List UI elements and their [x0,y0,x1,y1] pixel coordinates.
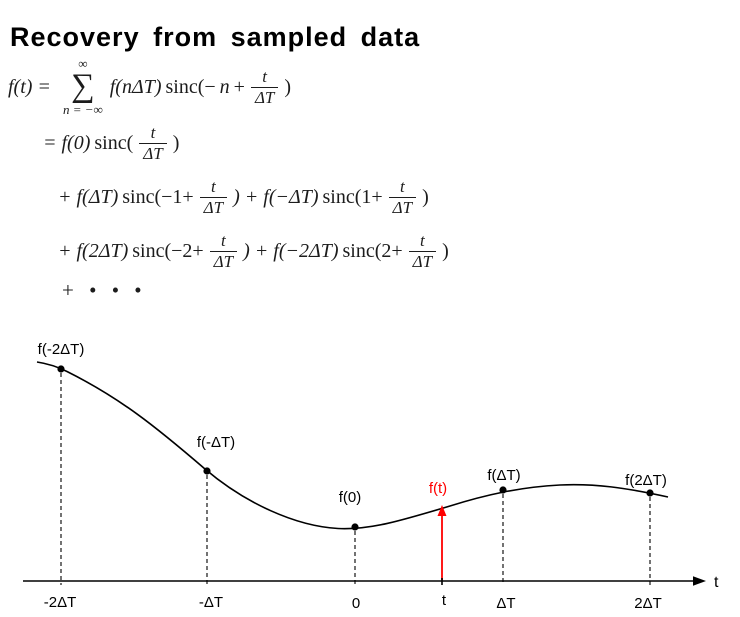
sample-point-minus2dt [57,365,65,373]
tick-dt: ΔT [496,595,515,612]
math-term: + f(2ΔT) [58,239,129,262]
numerator: t [221,230,226,250]
time-axis [23,576,706,586]
formula-line-3: + f(ΔT) sinc(−1+ t ΔT ) + f(−ΔT) sinc(1+… [58,172,429,222]
numerator: t [400,176,405,196]
math-sinc: sinc(2+ [342,239,403,262]
math-lhs: f(t) = [8,75,56,98]
formula-line-5: + • • • [62,278,142,302]
tick-zero: 0 [352,595,360,612]
sample-point-2dt [646,489,654,497]
dashed-droplines [60,373,651,585]
signal-curve [36,361,669,530]
math-term: = f(0) [43,131,91,154]
math-ellipsis: + • • • [62,277,142,302]
fraction: t ΔT [408,230,437,272]
numerator: t [262,66,268,86]
denominator: ΔT [199,196,228,218]
page-title: Recovery from sampled data [10,22,421,53]
sigma-icon: ∑ [71,68,95,105]
ft-arrowhead-icon [437,505,447,516]
label-f-t-red: f(t) [429,480,447,497]
axis-name-t: t [714,574,719,591]
tick-2dt: 2ΔT [634,595,662,612]
math-operator: + [233,75,245,98]
math-term: ) + f(−ΔT) [233,185,319,208]
label-f-minus2dt: f(-2ΔT) [38,341,85,358]
sample-points [57,365,654,531]
label-f-minusdt: f(-ΔT) [197,434,235,451]
axis-arrowhead-icon [693,576,706,586]
fraction: t ΔT [209,230,238,272]
math-sinc: sinc(−2+ [132,239,204,262]
math-var: n [219,75,230,98]
sample-point-dt [499,486,507,494]
fraction: t ΔT [250,66,279,108]
fraction: t ΔT [388,176,417,218]
math-close-paren: ) [422,185,429,208]
denominator: ΔT [209,250,238,272]
math-close-paren: ) [172,131,180,154]
math-close-paren: ) [442,239,449,262]
math-term: f(nΔT) [109,75,162,98]
formula-line-1: f(t) = ∞ ∑ n = −∞ f(nΔT) sinc(− n + t ΔT… [8,56,292,117]
math-sinc: sinc(− [165,75,216,98]
numerator: t [150,122,156,142]
sum-lower-limit: n = −∞ [62,101,103,117]
label-f-zero: f(0) [339,489,362,506]
math-term: ) + f(−2ΔT) [243,239,339,262]
tick-minusdt: -ΔT [199,594,223,611]
fraction: t ΔT [139,122,167,164]
formula-line-4: + f(2ΔT) sinc(−2+ t ΔT ) + f(−2ΔT) sinc(… [58,226,449,276]
sum-upper-limit: ∞ [78,56,88,72]
denominator: ΔT [408,250,437,272]
denominator: ΔT [388,196,417,218]
sampled-data-diagram: f(-2ΔT) f(-ΔT) f(0) f(t) f(ΔT) f(2ΔT) -2… [23,341,719,612]
fraction: t ΔT [199,176,228,218]
math-close-paren: ) [284,75,292,98]
formula-line-2: = f(0) sinc( t ΔT ) [43,120,179,166]
math-sinc: sinc(1+ [322,185,383,208]
label-f-dt: f(ΔT) [487,467,520,484]
math-sinc: sinc(−1+ [122,185,194,208]
sample-point-zero [351,523,359,531]
label-f-2dt: f(2ΔT) [625,472,667,489]
numerator: t [420,230,425,250]
ft-arrow [437,505,447,585]
sample-point-minusdt [203,467,211,475]
tick-t: t [442,592,447,609]
tick-minus2dt: -2ΔT [44,594,77,611]
math-term: + f(ΔT) [58,185,119,208]
denominator: ΔT [139,142,167,164]
numerator: t [211,176,216,196]
denominator: ΔT [250,86,279,108]
math-sinc: sinc( [94,131,134,154]
summation-symbol: ∞ ∑ n = −∞ [62,56,103,117]
